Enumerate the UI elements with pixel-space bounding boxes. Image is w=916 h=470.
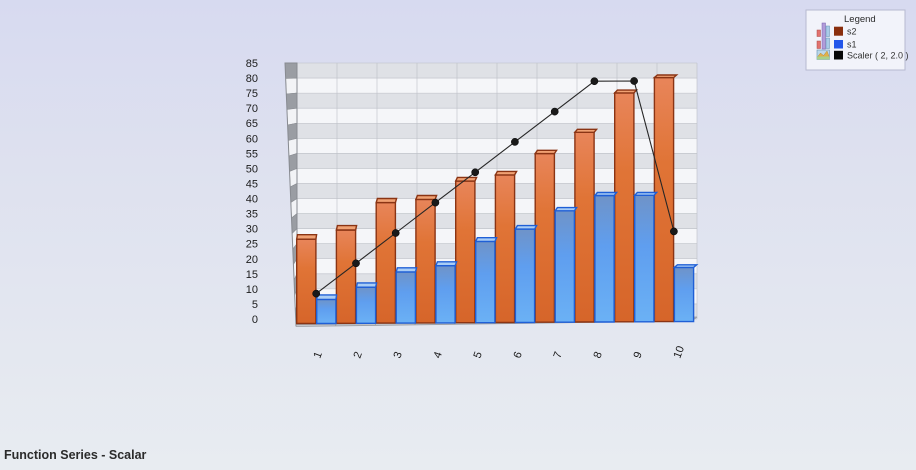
svg-text:Function Series - Scalar: Function Series - Scalar: [4, 448, 147, 462]
svg-text:s1: s1: [847, 40, 857, 50]
svg-text:s2: s2: [847, 27, 857, 37]
svg-text:45: 45: [246, 179, 258, 191]
svg-text:85: 85: [246, 58, 258, 70]
svg-text:Legend: Legend: [844, 14, 876, 25]
svg-text:5: 5: [252, 299, 258, 311]
svg-text:25: 25: [246, 239, 258, 251]
svg-text:7: 7: [552, 350, 565, 360]
svg-text:15: 15: [246, 269, 258, 281]
svg-text:55: 55: [246, 148, 258, 160]
svg-text:4: 4: [432, 350, 445, 360]
svg-text:35: 35: [246, 209, 258, 221]
svg-text:20: 20: [246, 254, 258, 266]
svg-text:40: 40: [246, 194, 258, 206]
svg-text:30: 30: [246, 224, 258, 236]
svg-text:10: 10: [672, 344, 687, 360]
svg-text:9: 9: [632, 350, 645, 360]
svg-text:10: 10: [246, 284, 258, 296]
svg-text:3: 3: [392, 350, 405, 360]
svg-text:Scaler ( 2, 2.0 ): Scaler ( 2, 2.0 ): [847, 50, 909, 60]
svg-text:5: 5: [472, 350, 485, 360]
svg-text:1: 1: [312, 350, 325, 360]
svg-text:8: 8: [592, 350, 605, 360]
svg-text:6: 6: [512, 350, 525, 360]
svg-text:2: 2: [352, 350, 365, 360]
svg-text:75: 75: [246, 88, 258, 100]
svg-text:50: 50: [246, 163, 258, 175]
svg-text:70: 70: [246, 103, 258, 115]
svg-text:80: 80: [246, 73, 258, 85]
svg-text:65: 65: [246, 118, 258, 130]
svg-text:60: 60: [246, 133, 258, 145]
svg-text:0: 0: [252, 314, 258, 326]
